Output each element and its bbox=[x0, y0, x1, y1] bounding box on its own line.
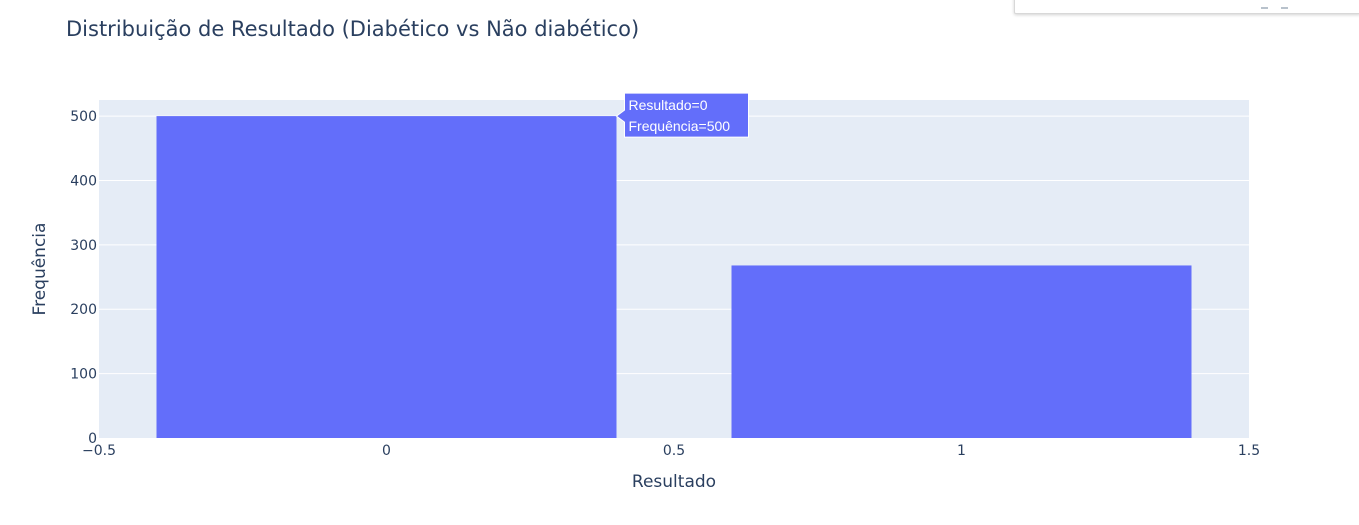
bars bbox=[156, 116, 1192, 438]
x-tick-label: −0.5 bbox=[82, 443, 116, 459]
modebar[interactable] bbox=[1014, 0, 1359, 14]
x-tick-label: 1.5 bbox=[1238, 443, 1260, 459]
download-icon[interactable] bbox=[1261, 0, 1268, 9]
y-axis-title: Frequência bbox=[30, 223, 50, 316]
y-tick-labels: 0 100 200 300 400 500 bbox=[70, 109, 97, 447]
x-axis-title: Resultado bbox=[632, 472, 716, 492]
y-tick-label: 0 bbox=[88, 431, 97, 447]
hover-box bbox=[615, 92, 749, 138]
y-tick-label: 500 bbox=[70, 109, 97, 125]
zoom-icon[interactable] bbox=[1281, 0, 1288, 9]
x-tick-labels: −0.5 0 0.5 1 1.5 bbox=[82, 443, 1260, 459]
hover-tooltip: Resultado=0 Frequência=500 bbox=[615, 92, 749, 138]
hover-line: Resultado=0 bbox=[629, 97, 708, 113]
bar[interactable] bbox=[731, 265, 1192, 438]
bar[interactable] bbox=[156, 116, 617, 438]
y-tick-label: 100 bbox=[70, 367, 97, 383]
y-tick-label: 400 bbox=[70, 173, 97, 189]
x-tick-label: 0.5 bbox=[663, 443, 685, 459]
chart-title: Distribuição de Resultado (Diabético vs … bbox=[66, 17, 640, 41]
hover-line: Frequência=500 bbox=[629, 118, 731, 134]
x-tick-label: 1 bbox=[957, 443, 966, 459]
y-tick-label: 200 bbox=[70, 302, 97, 318]
x-tick-label: 0 bbox=[382, 443, 391, 459]
y-tick-label: 300 bbox=[70, 238, 97, 254]
